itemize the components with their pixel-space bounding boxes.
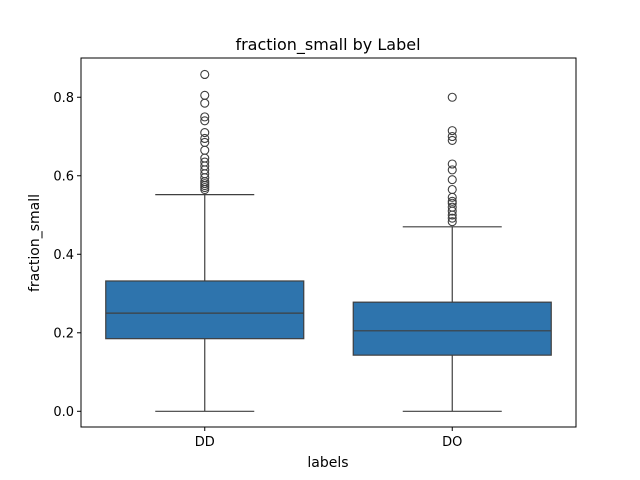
x-axis-title: labels (307, 455, 348, 471)
outlier-point (200, 116, 210, 126)
plot-area: 0.0 0.2 0.4 0.6 0.8 DD DO (53, 57, 577, 450)
box-do (352, 301, 552, 356)
outlier-point (200, 133, 210, 144)
outlier-point (447, 213, 457, 223)
outlier-point (200, 90, 210, 100)
outlier-point (200, 145, 210, 155)
outlier-point (200, 128, 210, 138)
plot-frame (80, 57, 577, 428)
outlier-point (447, 184, 457, 195)
y-tick-label: 0.2 (53, 326, 74, 341)
outlier-point (447, 196, 457, 206)
y-tick-label: 0.4 (53, 248, 74, 263)
outlier-point (200, 98, 210, 108)
y-tick-label: 0.6 (53, 169, 74, 184)
y-tick-label: 0.0 (53, 405, 74, 420)
x-tick-label: DD (195, 435, 215, 450)
y-tick-label: 0.8 (53, 91, 74, 106)
outlier-point (200, 69, 210, 80)
outlier-point (200, 112, 210, 122)
outlier-point (447, 175, 457, 185)
x-tick-label: DO (442, 435, 462, 450)
chart-title: fraction_small by Label (235, 35, 420, 55)
y-axis-title: fraction_small (27, 194, 43, 292)
outlier-point (447, 92, 457, 102)
outlier-point (447, 165, 457, 175)
outlier-point (447, 159, 457, 169)
outlier-point (200, 137, 210, 147)
outlier-point (200, 157, 210, 167)
box-dd (105, 280, 305, 340)
outlier-point (447, 126, 457, 136)
outlier-point (447, 202, 457, 212)
outlier-point (447, 217, 457, 227)
outlier-point (447, 135, 457, 145)
outlier-point (447, 131, 457, 142)
